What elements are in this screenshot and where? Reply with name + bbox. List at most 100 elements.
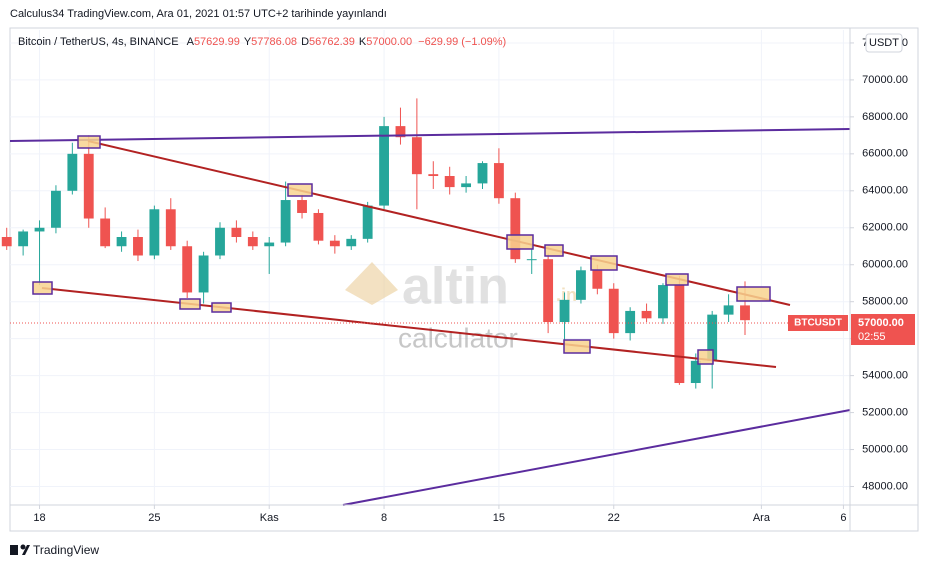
touch-box — [590, 255, 618, 271]
frame — [9, 27, 919, 532]
candle-body — [576, 270, 586, 300]
candle-body — [674, 285, 685, 384]
touch-box — [563, 339, 591, 354]
y-tick-label: 58000.00 — [862, 296, 908, 308]
candle-body — [297, 200, 307, 213]
candle-body — [247, 237, 258, 247]
trend-line — [342, 409, 851, 506]
ohlc-label: Y — [244, 36, 252, 48]
y-tick-label: 68000.00 — [862, 111, 908, 123]
ohlc-label: D — [301, 36, 309, 48]
candle-body — [658, 285, 668, 319]
y-tick-label: 48000.00 — [862, 480, 908, 492]
axes: 48000.0050000.0052000.0054000.0056000.00… — [33, 37, 908, 524]
candle-body — [510, 198, 521, 260]
price-tag-price: 57000.00 — [858, 317, 904, 329]
candle-body — [543, 259, 554, 323]
x-tick-label: 25 — [148, 512, 160, 524]
touch-box — [287, 183, 313, 197]
touch-box — [179, 298, 201, 310]
candle-body — [641, 310, 652, 319]
candle-body — [608, 288, 619, 334]
symbol-tag — [788, 315, 848, 331]
candle-body — [264, 242, 275, 247]
x-tick-label: 15 — [493, 512, 505, 524]
candle-body — [723, 305, 734, 315]
candle-body — [444, 176, 455, 188]
drawings — [9, 128, 851, 506]
candle-body — [428, 174, 439, 177]
candle-body — [100, 218, 111, 247]
candle-body — [493, 163, 504, 199]
candle-body — [526, 259, 537, 261]
touch-box — [211, 302, 232, 313]
candle-body — [51, 190, 61, 228]
candle-body — [625, 310, 636, 334]
candle-body — [461, 183, 472, 188]
candle-body — [280, 200, 291, 243]
price-tag-countdown: 02:55 — [858, 331, 886, 343]
ohlc-label: A — [187, 36, 195, 48]
symbol-tag-text: BTCUSDT — [794, 318, 842, 329]
candle-body — [707, 314, 718, 361]
candle-body — [346, 238, 357, 247]
candle-body — [215, 227, 225, 256]
touch-box — [665, 273, 689, 286]
touch-box — [32, 281, 53, 295]
touch-box — [736, 286, 771, 302]
watermark-suffix: .in — [556, 285, 577, 305]
x-tick-label: 18 — [33, 512, 45, 524]
currency-box — [865, 33, 903, 53]
x-tick-label: 22 — [608, 512, 620, 524]
candle-body — [411, 137, 422, 175]
candle-body — [690, 360, 701, 384]
legend: Bitcoin / TetherUS, 4s, BINANCE A57629.99… — [18, 36, 506, 48]
candle-body — [313, 212, 324, 241]
y-tick-label: 66000.00 — [862, 148, 908, 160]
touch-box — [77, 135, 101, 149]
touch-box — [697, 349, 714, 365]
candle-body — [34, 227, 45, 232]
y-tick-label: 54000.00 — [862, 370, 908, 382]
y-tick-label: 70000.00 — [862, 74, 908, 86]
header-title: Calculus34 TradingView.com, Ara 01, 2021… — [10, 8, 387, 20]
watermark-logo — [345, 262, 398, 305]
candle-body — [198, 255, 209, 293]
x-tick-label: 6 — [840, 512, 846, 524]
ohlc-value: 57000.00 — [366, 36, 412, 48]
candle-body — [362, 205, 373, 239]
currency: USDT — [869, 37, 899, 49]
candle-body — [1, 237, 12, 247]
y-tick-label: 62000.00 — [862, 222, 908, 234]
candle-body — [592, 270, 603, 289]
candle-body — [133, 237, 143, 256]
candle-body — [18, 231, 29, 247]
candle-body — [740, 305, 750, 321]
boxes — [32, 135, 771, 365]
x-tick-label: Ara — [753, 512, 771, 524]
watermark-brand: altin — [402, 258, 509, 316]
trend-line — [9, 128, 851, 142]
candle-body — [149, 209, 160, 256]
change: −629.99 (−1.09%) — [418, 36, 506, 48]
candle-body — [67, 153, 78, 191]
ohlc-label: K — [359, 36, 367, 48]
x-tick-label: Kas — [260, 512, 279, 524]
y-tick-label: 64000.00 — [862, 185, 908, 197]
candle-body — [329, 240, 340, 247]
price-tag — [851, 314, 915, 345]
candle-body — [182, 246, 193, 293]
candle-body — [395, 126, 406, 138]
y-tick-label: 50000.00 — [862, 443, 908, 455]
touch-box — [544, 244, 564, 257]
footer-logo — [10, 544, 30, 555]
y-tick-label: 60000.00 — [862, 259, 908, 271]
candles — [1, 98, 750, 389]
candle-body — [559, 299, 570, 323]
ohlc-value: 57629.99 — [194, 36, 240, 48]
candle-body — [116, 237, 127, 247]
candle-body — [165, 209, 176, 247]
candle-body — [231, 227, 242, 238]
